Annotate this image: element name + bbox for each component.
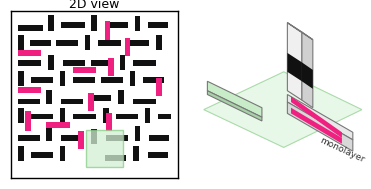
Bar: [156, 78, 162, 96]
Bar: [32, 77, 53, 83]
Bar: [106, 135, 128, 141]
Bar: [105, 155, 126, 161]
Bar: [103, 108, 109, 123]
Bar: [133, 146, 139, 161]
Bar: [73, 114, 96, 119]
Bar: [91, 60, 113, 66]
Bar: [61, 22, 85, 28]
Bar: [60, 71, 66, 86]
Bar: [18, 71, 24, 86]
Bar: [156, 35, 162, 50]
Polygon shape: [288, 23, 302, 100]
Polygon shape: [207, 81, 262, 117]
Bar: [48, 15, 54, 31]
Bar: [125, 38, 130, 56]
Bar: [61, 99, 83, 105]
Bar: [135, 126, 140, 141]
Bar: [90, 95, 111, 101]
Polygon shape: [207, 91, 262, 121]
Bar: [46, 122, 70, 128]
Bar: [18, 60, 42, 66]
Bar: [106, 22, 128, 28]
Title: 2D view: 2D view: [69, 0, 120, 11]
Bar: [148, 152, 168, 158]
Bar: [46, 90, 52, 105]
Polygon shape: [288, 94, 353, 140]
Bar: [18, 87, 42, 93]
Text: monolayer: monolayer: [318, 136, 365, 164]
Bar: [144, 108, 150, 123]
Bar: [88, 93, 94, 111]
Bar: [48, 55, 54, 70]
Bar: [133, 99, 156, 105]
Polygon shape: [291, 108, 342, 144]
Bar: [85, 35, 91, 50]
Polygon shape: [302, 62, 313, 89]
Bar: [119, 55, 125, 70]
Bar: [143, 77, 164, 83]
Polygon shape: [288, 23, 313, 40]
Bar: [158, 114, 171, 119]
Bar: [108, 58, 114, 76]
Bar: [32, 152, 53, 158]
Bar: [46, 126, 52, 141]
Bar: [60, 146, 66, 161]
Bar: [73, 67, 96, 73]
Bar: [148, 22, 168, 28]
Bar: [91, 129, 97, 144]
Bar: [60, 108, 66, 123]
Bar: [86, 130, 123, 167]
Bar: [128, 40, 150, 46]
Bar: [18, 99, 40, 105]
Bar: [18, 26, 43, 31]
Bar: [63, 60, 85, 66]
Bar: [32, 114, 53, 119]
Bar: [105, 21, 111, 40]
Bar: [78, 131, 84, 149]
Bar: [98, 40, 121, 46]
Bar: [116, 114, 138, 119]
Bar: [118, 90, 124, 105]
Bar: [18, 135, 40, 141]
Polygon shape: [302, 32, 313, 108]
Bar: [135, 16, 140, 31]
Bar: [133, 60, 156, 66]
Bar: [101, 77, 123, 83]
Bar: [106, 113, 112, 131]
Bar: [18, 50, 42, 56]
Bar: [129, 71, 135, 86]
Bar: [18, 146, 24, 161]
Bar: [91, 15, 97, 31]
Bar: [61, 135, 83, 141]
Polygon shape: [291, 96, 342, 138]
Bar: [30, 40, 51, 46]
Bar: [25, 111, 30, 131]
Polygon shape: [288, 102, 353, 151]
Bar: [18, 108, 24, 123]
Bar: [73, 77, 95, 83]
Bar: [18, 35, 24, 50]
Bar: [56, 40, 78, 46]
Polygon shape: [288, 53, 302, 81]
Polygon shape: [204, 72, 362, 147]
Bar: [150, 135, 170, 141]
